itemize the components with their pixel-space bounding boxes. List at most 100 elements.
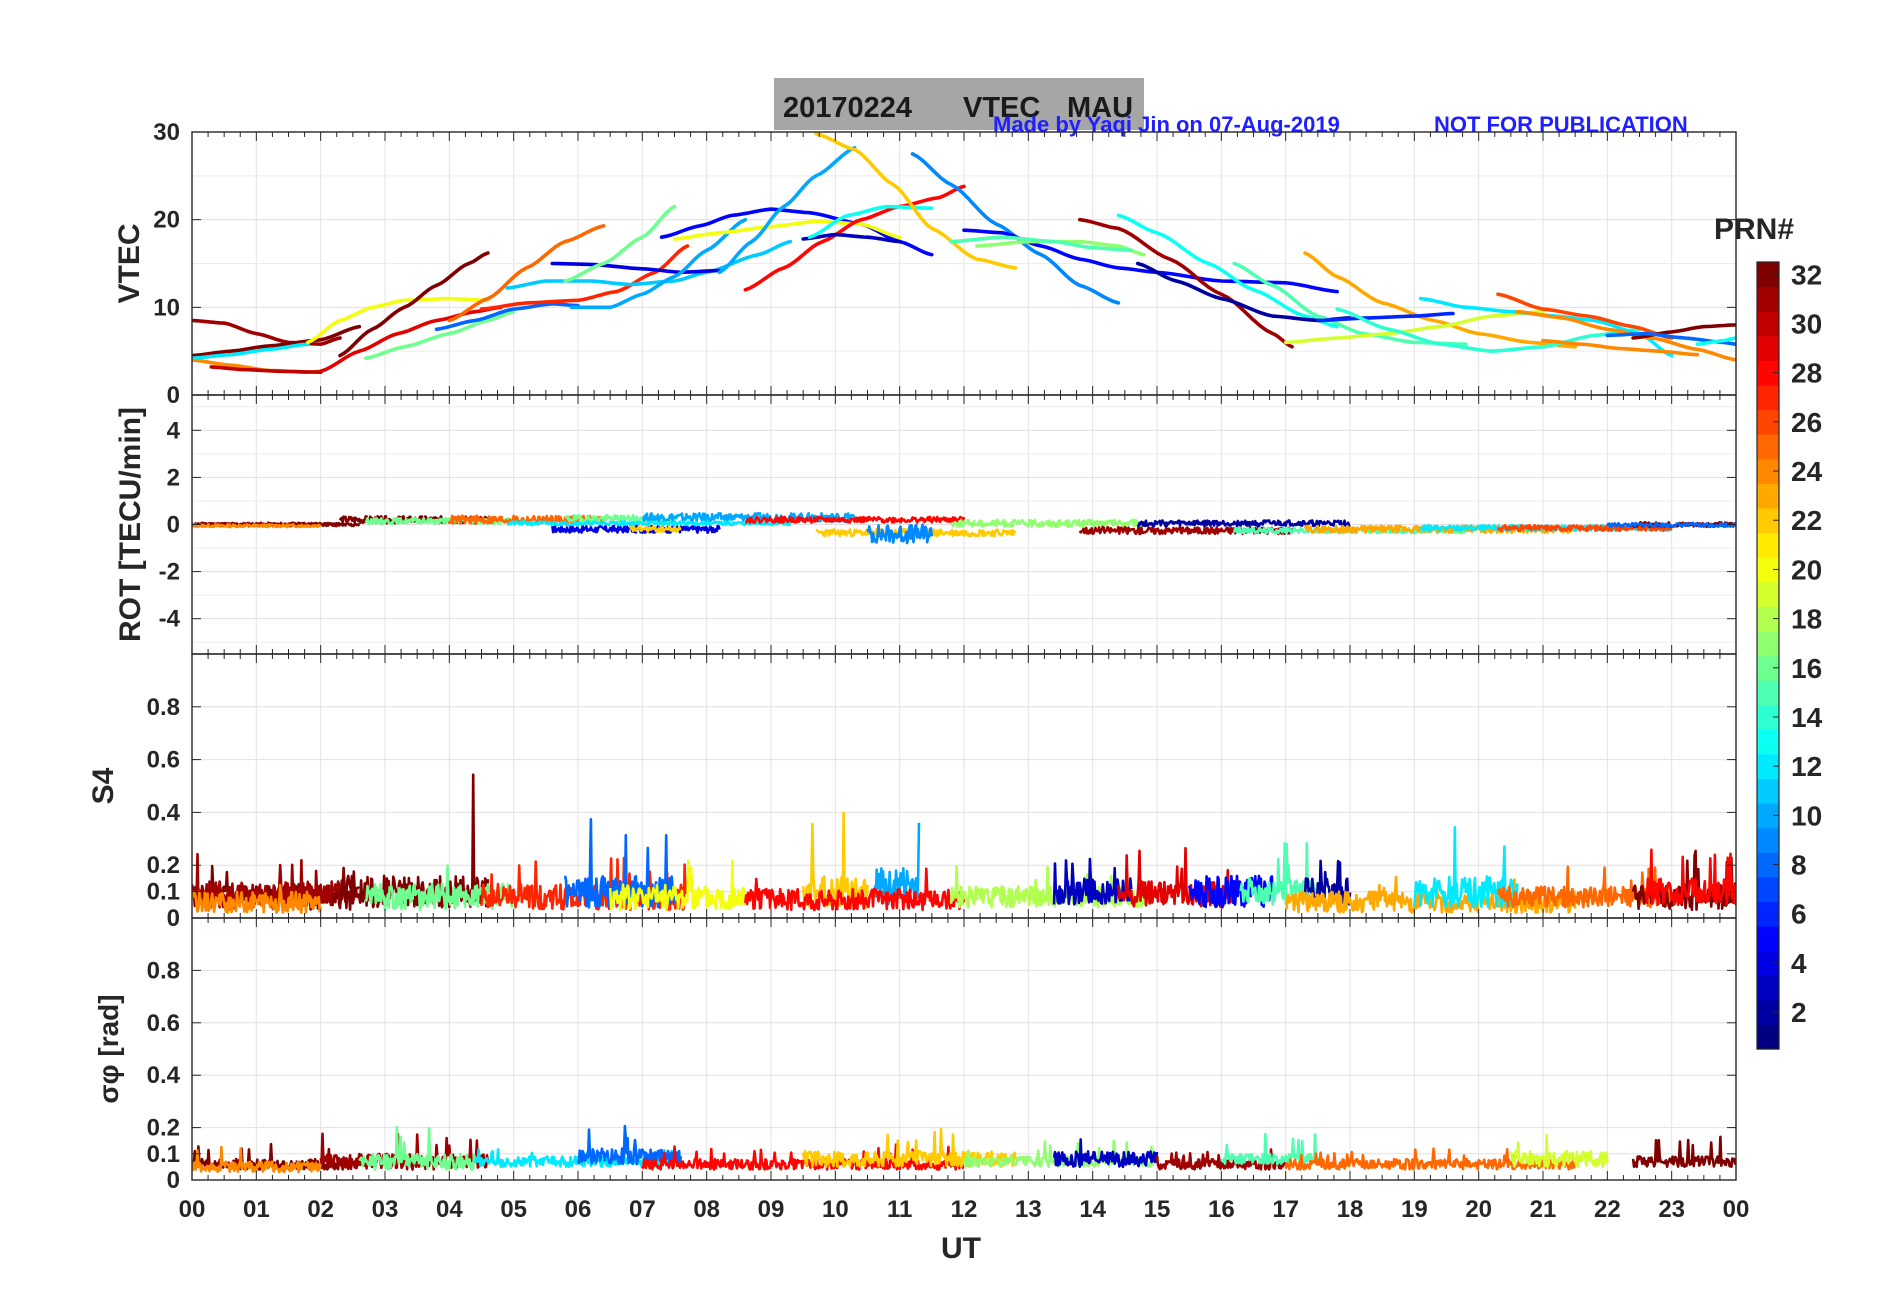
series-line-prn31: [192, 318, 342, 347]
series-trace-prn22: [628, 525, 682, 533]
x-tick-label: 05: [500, 1196, 527, 1223]
colorbar-swatch: [1757, 335, 1779, 361]
series-line-prn29: [318, 305, 503, 374]
series-trace-prn28: [744, 515, 966, 524]
series-trace-prn28: [744, 867, 966, 912]
series-line-prn20: [306, 296, 490, 345]
series-line-prn14: [1335, 307, 1642, 354]
colorbar-tick-label: 6: [1791, 899, 1807, 930]
series-line-prn25: [447, 224, 606, 323]
series-trace-prn24: [192, 523, 322, 529]
series-line-prn13: [807, 204, 934, 239]
x-tick-label: 01: [243, 1196, 270, 1223]
series-line-prn16: [363, 309, 516, 360]
panel-rot: -4 -2 0 2 4 ROT [TECU/min]: [114, 394, 1737, 655]
y-tick-label: 10: [153, 294, 180, 321]
colorbar-tick-label: 28: [1791, 358, 1822, 389]
series-line-prn31: [1078, 217, 1294, 349]
colorbar-swatch: [1757, 729, 1779, 755]
series-line-prn23: [1303, 251, 1577, 349]
series-trace-prn28: [641, 1143, 965, 1171]
series-line-prn15: [949, 235, 1134, 253]
y-tick-label: 0.4: [147, 799, 181, 826]
colorbar-tick-label: 30: [1791, 308, 1822, 339]
series-line-prn4: [550, 261, 722, 275]
series-line-prn8: [1605, 331, 1736, 346]
colorbar-swatch: [1757, 483, 1779, 509]
y-tick-label: 0.6: [147, 1010, 180, 1037]
colorbar-swatch: [1757, 975, 1779, 1001]
series-line-prn32: [338, 251, 490, 358]
colorbar-swatch: [1757, 655, 1779, 681]
x-tick-label: 14: [1079, 1196, 1106, 1223]
series-trace-prn24: [192, 883, 322, 914]
colorbar-swatch: [1757, 311, 1779, 337]
colorbar-swatch: [1757, 532, 1779, 558]
colorbar-tick-label: 12: [1791, 751, 1822, 782]
colorbar-tick-label: 2: [1791, 997, 1807, 1028]
colorbar-tick-label: 20: [1791, 554, 1822, 585]
series-line-prn6: [1316, 311, 1455, 323]
series-line-prn28: [743, 184, 966, 292]
series-line-prn5: [659, 207, 934, 257]
x-tick-label: 19: [1401, 1196, 1428, 1223]
series-trace-prn17: [950, 518, 1146, 529]
series-trace-prn20: [608, 859, 747, 912]
series-line-prn20: [672, 219, 902, 241]
y-tick-label: 0.2: [147, 1115, 180, 1142]
x-tick-label: 16: [1208, 1196, 1235, 1223]
x-tick-label: 09: [758, 1196, 785, 1223]
series-line-prn13: [1116, 213, 1339, 329]
series-line-prn12: [192, 342, 310, 360]
x-tick-label: 00: [179, 1196, 206, 1223]
series-trace-prn8: [563, 818, 676, 909]
colorbar-swatch: [1757, 606, 1779, 632]
x-tick-label: 12: [951, 1196, 978, 1223]
series-line-prn19: [1283, 309, 1545, 345]
colorbar-tick-label: 18: [1791, 604, 1822, 635]
x-axis-label: UT: [941, 1232, 981, 1265]
series-trace-prn5: [1187, 874, 1275, 909]
colorbar-swatch: [1757, 852, 1779, 878]
colorbar-swatch: [1757, 630, 1779, 657]
x-tick-label: 02: [307, 1196, 334, 1223]
y-tick-label: 0: [167, 1167, 180, 1194]
x-tick-label: 06: [565, 1196, 592, 1223]
series-line-prn24: [1541, 338, 1700, 357]
title-product: VTEC: [963, 92, 1040, 124]
colorbar-swatch: [1757, 999, 1779, 1026]
credit-text: Made by Yaqi Jin on 07-Aug-2019: [993, 112, 1340, 137]
series-group-rot: [192, 511, 1736, 545]
y-tick-label: 0.1: [147, 879, 180, 906]
colorbar-frame: [1756, 261, 1780, 1050]
panel-vtec: 0 10 20 30 VTEC: [113, 119, 1737, 409]
x-tick-label: 00: [1723, 1196, 1750, 1223]
y-tick-label: -2: [159, 559, 180, 586]
y-tick-label: 0.6: [147, 747, 180, 774]
x-tick-label: 07: [629, 1196, 656, 1223]
colorbar-swatch: [1757, 901, 1779, 927]
series-trace-prn28: [1644, 848, 1736, 907]
y-tick-label: 0: [167, 382, 180, 409]
series-line-prn10: [569, 217, 748, 310]
y-tick-label: 0.8: [147, 957, 180, 984]
y-tick-label: 0.8: [147, 694, 180, 721]
series-trace-prn2: [1136, 519, 1351, 528]
series-group-vtec: [192, 132, 1736, 375]
x-tick-label: 08: [693, 1196, 720, 1223]
x-tick-label: 11: [887, 1196, 912, 1223]
series-group-sigma: [192, 1124, 1736, 1174]
y-tick-label: 0.1: [147, 1141, 180, 1168]
colorbar-tick-label: 8: [1791, 850, 1807, 881]
colorbar-tick-label: 16: [1791, 653, 1822, 684]
colorbar-swatch: [1757, 458, 1779, 484]
colorbar-tick-label: 22: [1791, 505, 1822, 536]
x-tick-label: 22: [1594, 1196, 1621, 1223]
x-tick-label: 23: [1658, 1196, 1685, 1223]
title-date: 20170224: [783, 92, 912, 124]
y-tick-label: -4: [159, 606, 181, 633]
series-trace-prn9: [866, 523, 934, 545]
series-trace-prn18: [949, 864, 1146, 909]
x-tick-label: 04: [436, 1196, 463, 1223]
